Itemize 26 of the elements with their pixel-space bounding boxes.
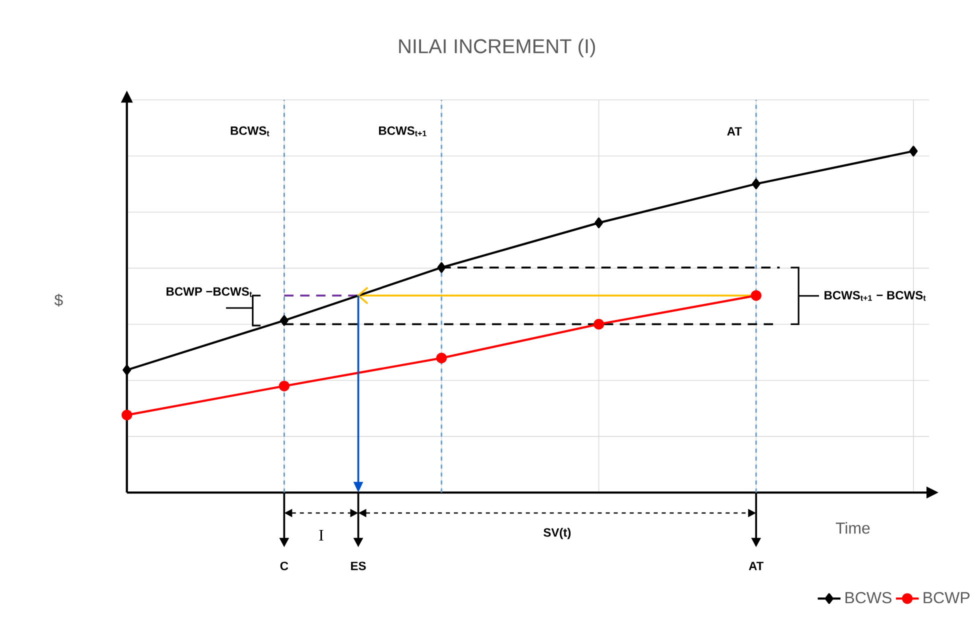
text: C [280,562,288,570]
text: BCWS$_{t+1}$ [379,126,426,136]
legend-label: BCWP [924,592,970,604]
point [594,217,604,228]
text: SV(t) [544,528,571,539]
legend-label: BCWS [846,592,892,604]
text: BCWS$_{t}$ [230,126,270,136]
point [122,410,132,420]
annotation: BCWP −BCWS$_{t}$ [166,287,252,297]
x-axis-title: Time [836,522,870,534]
point [752,178,760,190]
point [909,146,918,156]
point [122,364,132,376]
point [280,314,288,326]
text: AT [748,562,764,570]
text: I [319,530,324,540]
text: ES [351,562,366,570]
annotation: BCWS$_{t+1}$ − BCWS$_{t}$ [824,290,926,301]
text: AT [727,126,742,136]
point [436,352,447,364]
point [750,290,762,301]
point [593,318,604,330]
chart-title: NILAI INCREMENT (I) [399,38,595,58]
point [437,262,446,273]
point [278,380,290,392]
y-axis-title: $ [54,293,63,306]
